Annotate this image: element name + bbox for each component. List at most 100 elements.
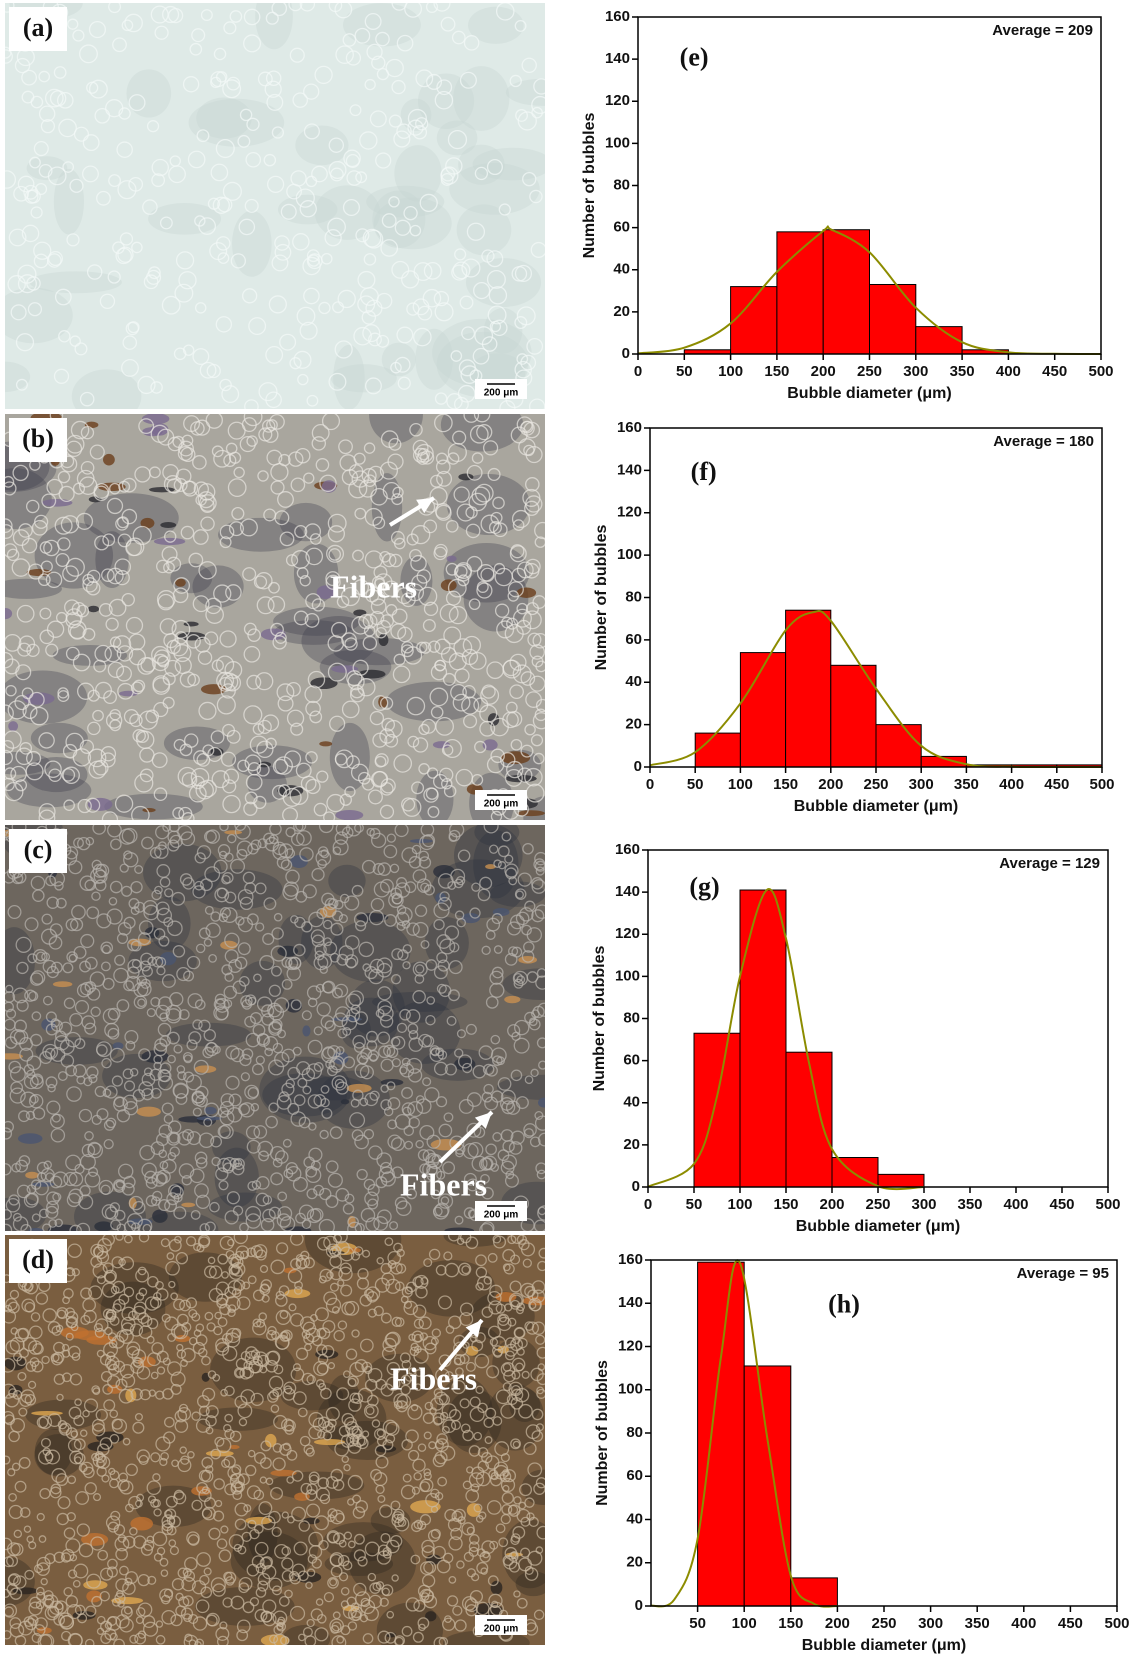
bubble (30, 95, 44, 109)
bubble (23, 184, 39, 200)
bubble (96, 1044, 108, 1056)
bubble (51, 1325, 62, 1336)
bubble (412, 990, 426, 1004)
bubble (44, 760, 62, 779)
bubble (524, 500, 540, 516)
bubble (271, 1019, 283, 1031)
bubble (163, 561, 175, 574)
fiber-spot (181, 1202, 196, 1208)
bubble (5, 1630, 12, 1640)
bubble (183, 1613, 192, 1623)
bubble (462, 1480, 472, 1490)
bubble (329, 1578, 338, 1587)
bubble (87, 1141, 102, 1156)
bubble (270, 965, 282, 977)
bubble (275, 1294, 288, 1307)
bubble (343, 1531, 353, 1540)
bubble (246, 1485, 261, 1500)
bubble (394, 1196, 408, 1210)
bubble (240, 1250, 249, 1260)
bubble (321, 1107, 333, 1119)
bubble (531, 909, 545, 923)
bubble (240, 1072, 250, 1082)
bubble (317, 846, 329, 857)
bubble (201, 1355, 211, 1366)
bubble (192, 529, 209, 545)
bubble (53, 368, 70, 384)
bubble (501, 1154, 517, 1170)
bubble (341, 1412, 355, 1426)
histogram-bar (877, 1173, 925, 1188)
bubble (135, 1268, 149, 1283)
bubble (270, 1486, 284, 1500)
bubble (272, 758, 289, 775)
bubble (67, 18, 79, 30)
y-tick-label: 100 (618, 1381, 643, 1398)
bubble (285, 956, 299, 971)
bubble (234, 1502, 249, 1517)
bubble (295, 762, 312, 779)
bubble (247, 1275, 257, 1285)
bubble (377, 1630, 391, 1644)
bubble (417, 1617, 430, 1629)
panel-label: (d) (22, 1245, 54, 1274)
bubble (159, 876, 171, 888)
bubble (487, 467, 501, 482)
bubble (452, 693, 471, 712)
bubble (461, 1265, 471, 1275)
bubble (79, 44, 98, 64)
bubble (355, 1591, 371, 1607)
bubble (332, 1012, 348, 1028)
fiber-spot (277, 945, 299, 957)
bubble (463, 414, 480, 423)
bubble (223, 674, 242, 692)
bubble (482, 1063, 495, 1076)
bubble (536, 1388, 545, 1399)
bubble (114, 954, 126, 966)
texture (5, 414, 545, 820)
bubble (521, 950, 535, 963)
bubble (331, 1635, 347, 1645)
bubble (174, 1419, 189, 1433)
bubble (370, 598, 387, 615)
bubble (330, 1565, 343, 1578)
bubble (170, 1371, 186, 1387)
bubble (14, 1480, 27, 1493)
bubble (239, 896, 254, 911)
histogram-bar (785, 1051, 833, 1188)
bubble (203, 1567, 212, 1576)
bubble (429, 687, 449, 707)
bubble (439, 767, 454, 782)
bubble (508, 876, 518, 886)
bubble (254, 1541, 269, 1556)
bubble (213, 47, 227, 61)
bubble (316, 1236, 331, 1251)
bubble (61, 1343, 70, 1352)
bubble (146, 120, 160, 133)
y-axis-label: Number of bubbles (581, 113, 598, 259)
bubble (86, 906, 100, 920)
bubble (177, 1567, 189, 1579)
y-axis-label: Number of bubbles (593, 525, 610, 671)
bubble (34, 1617, 48, 1631)
shade (301, 616, 376, 667)
bubble (356, 1435, 368, 1447)
bubble (30, 1312, 41, 1322)
shade (168, 1252, 242, 1302)
y-tick-label: 0 (622, 345, 630, 362)
shade (333, 344, 365, 409)
bubble (421, 1539, 435, 1554)
bubble (238, 1417, 248, 1427)
bubble (315, 850, 332, 866)
bubble (158, 1075, 174, 1091)
bubble (448, 1575, 457, 1584)
bubble (119, 1565, 129, 1576)
bubble (430, 1189, 441, 1200)
bubble (178, 1009, 190, 1021)
bubble (454, 910, 465, 920)
bubble (289, 47, 305, 63)
bubble (271, 126, 285, 139)
bubble (394, 219, 411, 236)
bubble (308, 1411, 324, 1428)
bubble (355, 228, 370, 243)
